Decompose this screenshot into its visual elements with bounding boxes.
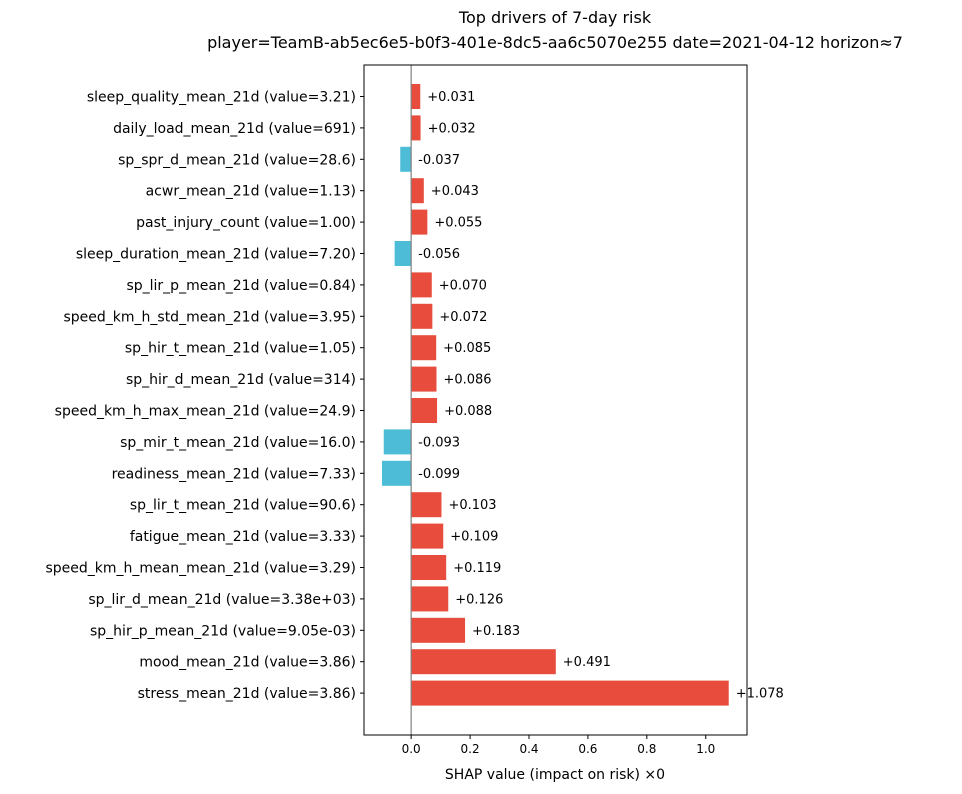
bar-8 <box>411 335 437 361</box>
bar-value-label: +0.086 <box>443 373 491 388</box>
bar-2 <box>400 146 412 172</box>
bar-4 <box>411 209 428 235</box>
x-tick-label: 0.6 <box>578 742 597 756</box>
y-tick-label: sp_hir_t_mean_21d (value=1.05) <box>125 341 356 357</box>
x-tick-label: 0.0 <box>402 742 421 756</box>
y-tick-label: sp_spr_d_mean_21d (value=28.6) <box>118 152 356 168</box>
bar-value-label: +0.085 <box>443 341 491 356</box>
bar-19 <box>411 680 729 706</box>
bar-value-label: +0.070 <box>439 278 487 293</box>
bar-1 <box>411 115 421 141</box>
x-tick-label: 0.2 <box>461 742 480 756</box>
bar-value-label: +0.055 <box>434 216 482 231</box>
x-tick-label: 1.0 <box>696 742 715 756</box>
bars-layer: +0.031 +0.032 -0.037 +0.043 +0.055 -0.056 +0.0… <box>381 84 784 706</box>
bar-18 <box>411 649 556 675</box>
bar-12 <box>381 460 412 486</box>
y-tick-label: sp_lir_t_mean_21d (value=90.6) <box>130 498 356 514</box>
bar-value-label: +0.109 <box>450 530 498 545</box>
bar-value-label: +0.183 <box>472 624 520 639</box>
y-tick-label: speed_km_h_std_mean_21d (value=3.95) <box>63 309 356 325</box>
x-tick-label: 0.4 <box>519 742 538 756</box>
bar-6 <box>411 272 432 298</box>
bar-value-label: +0.088 <box>444 404 492 419</box>
bar-value-label: +0.103 <box>448 498 496 513</box>
plot-frame <box>363 64 748 736</box>
chart-subtitle: player=TeamB-ab5ec6e5-b0f3-401e-8dc5-aa6… <box>207 33 903 52</box>
bar-value-label: +0.491 <box>563 655 611 670</box>
bar-value-label: +0.032 <box>428 121 476 136</box>
y-tick-label: daily_load_mean_21d (value=691) <box>113 121 356 137</box>
bar-3 <box>411 178 424 204</box>
bar-15 <box>411 555 447 580</box>
y-tick-label: past_injury_count (value=1.00) <box>136 215 356 231</box>
bar-16 <box>411 586 449 612</box>
y-tick-label: fatigue_mean_21d (value=3.33) <box>130 529 356 545</box>
bar-value-label: +0.126 <box>455 592 503 607</box>
y-tick-label: sleep_duration_mean_21d (value=7.20) <box>76 247 356 263</box>
y-tick-label: sleep_quality_mean_21d (value=3.21) <box>87 90 356 106</box>
y-tick-labels: sleep_quality_mean_21d (value=3.21) daily… <box>45 90 364 702</box>
bar-7 <box>411 303 433 329</box>
bar-value-label: -0.093 <box>418 435 460 450</box>
y-tick-label: stress_mean_21d (value=3.86) <box>138 686 356 702</box>
y-tick-label: readiness_mean_21d (value=7.33) <box>112 466 356 482</box>
y-tick-label: mood_mean_21d (value=3.86) <box>139 655 356 671</box>
bar-value-label: +0.043 <box>431 184 479 199</box>
bar-value-label: +1.078 <box>736 687 784 702</box>
bar-0 <box>411 84 421 109</box>
bar-value-label: -0.037 <box>418 153 460 168</box>
x-axis-label: SHAP value (impact on risk) ×0 <box>445 767 665 783</box>
bar-14 <box>411 523 444 549</box>
bar-5 <box>394 241 412 266</box>
bar-value-label: +0.072 <box>439 310 487 325</box>
bar-value-label: -0.099 <box>418 467 460 482</box>
bar-13 <box>411 492 442 518</box>
x-tick-label: 0.8 <box>637 742 656 756</box>
y-tick-label: speed_km_h_mean_mean_21d (value=3.29) <box>45 561 356 577</box>
bar-17 <box>411 617 466 643</box>
chart-title: Top drivers of 7-day risk <box>458 8 652 27</box>
bar-10 <box>411 398 438 423</box>
x-ticks: 0.0 0.2 0.4 0.6 0.8 1.0 <box>402 735 715 756</box>
y-tick-label: sp_mir_t_mean_21d (value=16.0) <box>120 435 356 451</box>
bar-11 <box>383 429 412 455</box>
bar-9 <box>411 366 437 392</box>
y-tick-label: sp_hir_d_mean_21d (value=314) <box>126 372 356 388</box>
y-tick-label: speed_km_h_max_mean_21d (value=24.9) <box>55 404 356 420</box>
y-tick-label: sp_lir_d_mean_21d (value=3.38e+03) <box>88 592 356 608</box>
bar-value-label: +0.031 <box>427 90 475 105</box>
bar-value-label: +0.119 <box>453 561 501 576</box>
y-tick-label: acwr_mean_21d (value=1.13) <box>146 184 356 200</box>
y-tick-label: sp_hir_p_mean_21d (value=9.05e-03) <box>90 623 356 639</box>
bar-value-label: -0.056 <box>418 247 460 262</box>
y-tick-label: sp_lir_p_mean_21d (value=0.84) <box>126 278 356 294</box>
